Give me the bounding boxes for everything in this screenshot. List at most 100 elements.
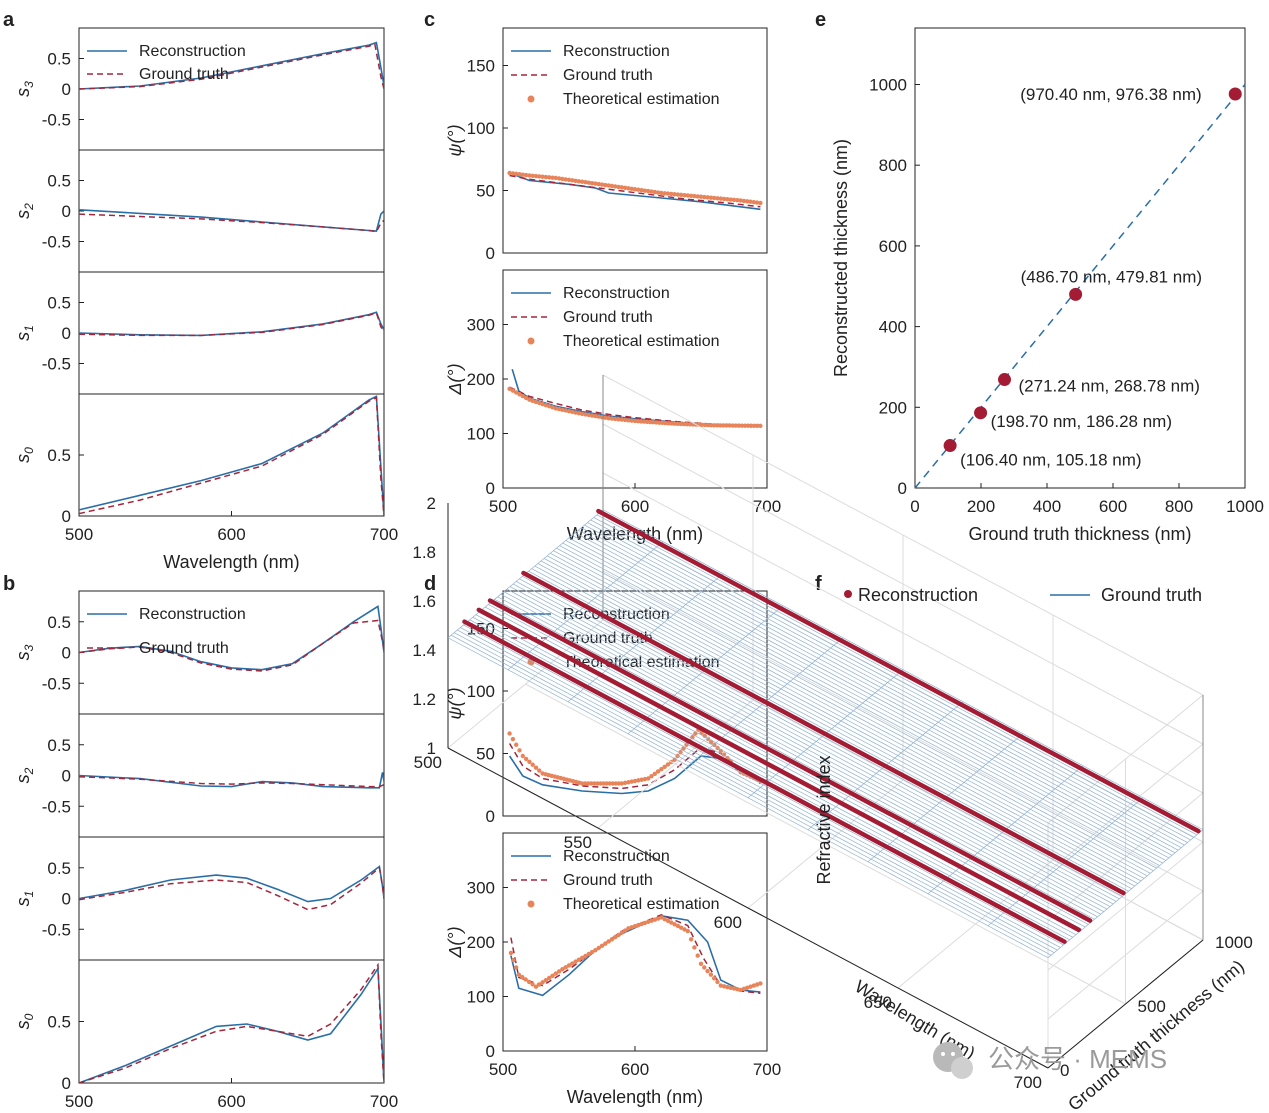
axes-box-b-sub3 [78, 959, 385, 1084]
point-theoretical-estimation-d-sub1-21 [576, 957, 582, 962]
point-theoretical-estimation-d-sub1-23 [583, 953, 588, 959]
point-theoretical-estimation-c-sub1-17 [563, 408, 568, 413]
point-theoretical-estimation-d-sub0-48 [659, 766, 664, 772]
y-tick-label-d-sub0-2: 50 [476, 745, 495, 764]
series-theoretical-estimation-c-sub0 [507, 170, 763, 206]
reconstruction-line-f-1 [476, 607, 1082, 933]
y-tick-label-f-1: 500 [1138, 997, 1166, 1016]
point-theoretical-estimation-d-sub0-50 [665, 762, 671, 767]
point-theoretical-estimation-d-sub1-35 [622, 928, 628, 933]
point-theoretical-estimation-c-sub0-34 [619, 185, 624, 190]
point-theoretical-estimation-d-sub1-3 [516, 972, 522, 977]
y-tick-label-a-sub2-2: -0.5 [42, 355, 71, 374]
point-theoretical-estimation-c-sub0-62 [712, 195, 717, 201]
point-theoretical-estimation-d-sub1-73 [748, 984, 753, 989]
point-theoretical-estimation-d-sub1-28 [599, 943, 605, 949]
point-theoretical-estimation-c-sub0-17 [563, 177, 568, 182]
point-theoretical-estimation-d-sub1-30 [606, 939, 611, 944]
x-tick-label-a-0: 500 [65, 525, 93, 544]
y-tick-label-a-sub2-0: 0.5 [47, 294, 71, 313]
y-axis-label-b-sub1: s2 [13, 767, 36, 783]
series-ground-truth-b-sub0 [79, 619, 384, 672]
point-theoretical-estimation-d-sub0-35 [616, 781, 621, 786]
series-theoretical-estimation-c-sub1 [507, 386, 763, 429]
point-theoretical-estimation-c-sub0-38 [632, 187, 638, 192]
y-axis-label-b-sub0: s3 [13, 644, 36, 660]
point-theoretical-estimation-c-sub1-24 [586, 412, 591, 418]
point-theoretical-estimation-d-sub0-8 [533, 765, 539, 770]
point-theoretical-estimation-c-sub0-42 [646, 188, 651, 194]
point-theoretical-estimation-d-sub0-9 [537, 768, 542, 773]
y-tick-label-e-3: 600 [879, 237, 907, 256]
point-theoretical-estimation-d-sub1-75 [754, 982, 760, 987]
z-tick-label-f-0: 1 [427, 739, 436, 758]
x-tick-label-e-5: 1000 [1226, 497, 1264, 516]
point-theoretical-estimation-d-sub0-33 [610, 781, 615, 786]
point-theoretical-estimation-d-sub0-28 [595, 781, 600, 786]
point-theoretical-estimation-d-sub1-24 [586, 951, 591, 957]
point-theoretical-estimation-c-sub0-48 [665, 191, 671, 196]
axes-box-a-sub3 [78, 393, 385, 517]
point-theoretical-estimation-d-sub0-38 [626, 780, 631, 785]
point-theoretical-estimation-c-sub1-26 [593, 413, 598, 419]
point-theoretical-estimation-c-sub0-58 [698, 194, 704, 199]
x-tick-label-d-2: 700 [753, 1060, 781, 1079]
point-theoretical-estimation-d-sub0-7 [530, 762, 535, 767]
point-theoretical-estimation-c-sub0-9 [537, 174, 542, 179]
point-theoretical-estimation-d-sub1-40 [639, 921, 644, 927]
y-axis-label-b-sub2: s1 [13, 891, 36, 907]
point-theoretical-estimation-c-sub1-23 [583, 412, 588, 417]
point-theoretical-estimation-c-sub0-12 [547, 175, 552, 180]
point-theoretical-estimation-c-sub0-7 [530, 173, 535, 179]
point-theoretical-estimation-c-sub1-19 [570, 409, 575, 415]
point-theoretical-estimation-c-sub1-8 [533, 399, 539, 405]
y-tick-label-c-sub0-3: 0 [486, 244, 495, 263]
point-theoretical-estimation-c-sub0-19 [570, 178, 575, 183]
point-theoretical-estimation-c-sub0-22 [580, 179, 585, 184]
point-theoretical-estimation-c-sub0-24 [586, 180, 591, 185]
point-theoretical-estimation-d-sub0-1 [510, 736, 516, 742]
point-theoretical-estimation-c-sub0-25 [589, 180, 595, 186]
y-tick-label-d-sub1-0: 300 [467, 879, 495, 898]
y-tick-label-a-sub1-2: -0.5 [42, 233, 71, 252]
panel-label-b: b [3, 573, 15, 595]
point-theoretical-estimation-c-sub1-37 [629, 418, 634, 423]
point-theoretical-estimation-d-sub0-30 [601, 781, 606, 786]
y-tick-label-e-5: 1000 [869, 75, 907, 94]
y-tick-label-d-sub1-3: 0 [486, 1042, 495, 1061]
point-theoretical-estimation-d-sub1-14 [553, 971, 558, 976]
point-theoretical-estimation-d-sub0-2 [514, 742, 519, 747]
point-theoretical-estimation-c-sub1-18 [566, 408, 572, 414]
point-theoretical-estimation-d-sub0-4 [520, 753, 525, 759]
point-theoretical-estimation-d-sub1-59 [702, 965, 707, 970]
point-theoretical-estimation-d-sub0-27 [592, 781, 597, 786]
point-theoretical-estimation-d-sub1-13 [550, 973, 555, 978]
series-theoretical-estimation-d-sub1 [508, 915, 763, 993]
point-theoretical-estimation-c-sub1-5 [523, 395, 529, 401]
point-theoretical-estimation-c-sub1-79 [758, 423, 763, 429]
point-theoretical-estimation-c-sub0-49 [669, 191, 674, 197]
point-theoretical-estimation-c-sub1-11 [543, 402, 549, 408]
surface-plot-f [447, 374, 1204, 1069]
z-tick-label-f-1: 1.2 [412, 690, 436, 709]
point-theoretical-estimation-c-sub0-39 [636, 187, 641, 192]
y-tick-label-d-sub0-3: 0 [486, 807, 495, 826]
point-theoretical-estimation-d-sub1-56 [692, 945, 697, 950]
point-theoretical-estimation-c-sub0-44 [652, 189, 657, 195]
z-axis-label-f: Refractive index [814, 755, 834, 884]
point-theoretical-estimation-d-sub1-29 [603, 941, 608, 946]
point-theoretical-estimation-d-sub1-34 [619, 930, 624, 935]
y-tick-label-b-sub3-1: 0 [62, 1074, 71, 1093]
series-ground-truth-a-sub3 [79, 396, 384, 516]
point-theoretical-estimation-d-sub0-45 [649, 773, 654, 779]
y-tick-label-a-sub3-1: 0 [62, 507, 71, 526]
y-tick-label-f-2: 1000 [1215, 933, 1253, 952]
series-reconstruction-a-sub0 [79, 41, 384, 90]
point-theoretical-estimation-d-sub0-44 [646, 776, 651, 781]
point-theoretical-estimation-c-sub0-66 [725, 197, 730, 202]
point-theoretical-estimation-d-sub1-31 [609, 937, 615, 942]
point-theoretical-estimation-d-sub1-48 [665, 918, 671, 924]
point-theoretical-estimation-c-sub0-14 [553, 175, 558, 181]
point-theoretical-estimation-c-sub0-37 [629, 186, 634, 191]
